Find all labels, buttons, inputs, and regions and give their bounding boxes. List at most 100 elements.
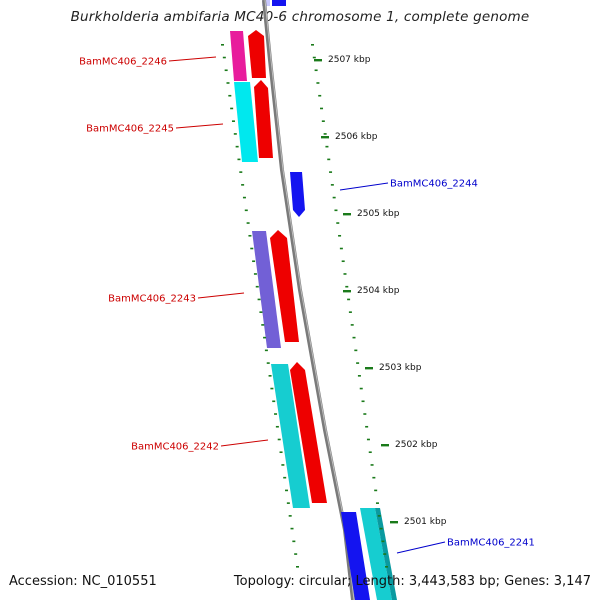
left-guide-dot <box>266 362 270 364</box>
left-guide-dot <box>272 400 276 403</box>
gene-2245-cyan <box>234 82 258 162</box>
right-guide-dot <box>311 44 314 46</box>
right-guide-dot <box>327 158 331 161</box>
right-guide-dot <box>365 425 369 428</box>
left-guide-dot <box>263 336 267 339</box>
gene-2242-cyan <box>271 364 310 508</box>
tick-label: 2502 kbp <box>395 440 438 450</box>
left-guide-dot <box>252 260 256 263</box>
gene-2244-blue <box>290 172 305 217</box>
left-guide-dot <box>268 375 272 377</box>
left-guide-dot <box>239 171 243 173</box>
left-guide-dot <box>241 184 245 186</box>
left-guide-dot <box>288 515 292 517</box>
right-guide-dot <box>332 196 336 199</box>
right-guide-dot <box>379 527 383 530</box>
left-guide-dot <box>285 489 289 492</box>
right-guide-dot <box>334 209 338 212</box>
right-guide-dot <box>345 285 349 288</box>
right-guide-dot <box>347 298 351 301</box>
tick-mark <box>343 290 351 293</box>
guide-dots <box>221 44 388 568</box>
left-guide-dot <box>242 196 246 199</box>
left-guide-dot <box>281 464 285 466</box>
right-guide-dot <box>325 145 329 148</box>
right-guide-dot <box>374 489 378 492</box>
right-guide-dot <box>377 515 381 517</box>
genome-summary-text: Topology: circular; Length: 3,443,583 bp… <box>233 574 591 589</box>
right-guide-dot <box>381 540 385 543</box>
right-guide-dot <box>343 273 347 275</box>
gene-2241-blue <box>341 512 370 600</box>
right-guide-dot <box>312 56 316 59</box>
gene-leader-line <box>220 439 269 447</box>
right-guide-dot <box>352 336 356 339</box>
right-guide-dot <box>363 413 367 415</box>
feature-blue-top <box>272 0 286 6</box>
gene-leader-line <box>175 123 224 129</box>
gene-label: BamMC406_2242 <box>131 442 219 453</box>
gene-label: BamMC406_2245 <box>86 124 174 135</box>
left-guide-dot <box>235 145 239 148</box>
left-guide-dot <box>221 44 224 46</box>
tick-label: 2503 kbp <box>379 363 422 373</box>
right-guide-dot <box>359 387 363 390</box>
gene-leader-line <box>396 541 446 554</box>
left-guide-dot <box>283 476 287 479</box>
tick-label: 2505 kbp <box>357 209 400 219</box>
tick-mark <box>381 444 389 447</box>
left-guide-dot <box>296 566 299 568</box>
tick-label: 2507 kbp <box>328 55 371 65</box>
gene-leader-line <box>339 182 389 191</box>
right-guide-dot <box>336 222 340 224</box>
tick-mark <box>365 367 373 370</box>
left-guide-dot <box>259 311 263 313</box>
left-guide-dot <box>277 438 281 441</box>
tick-label: 2506 kbp <box>335 132 378 142</box>
gene-2241-cyan <box>360 508 392 600</box>
gene-2246-red <box>248 30 266 78</box>
tick-label: 2504 kbp <box>357 286 400 296</box>
accession-text: Accession: NC_010551 <box>9 574 157 589</box>
gene-2243-red <box>270 230 299 342</box>
right-guide-dot <box>385 566 388 568</box>
right-guide-dot <box>339 247 343 250</box>
left-guide-dot <box>294 553 298 555</box>
left-guide-dot <box>292 540 296 543</box>
right-guide-dot <box>318 94 322 97</box>
track-band <box>222 30 402 600</box>
gene-2245-red <box>254 80 273 158</box>
right-guide-dot <box>338 234 342 237</box>
left-guide-dot <box>237 158 241 161</box>
tick-mark <box>321 136 329 139</box>
right-guide-dot <box>356 362 360 364</box>
right-guide-dot <box>383 553 387 555</box>
right-guide-dot <box>330 184 334 186</box>
left-guide-dot <box>233 133 237 135</box>
map-title: Burkholderia ambifaria MC40-6 chromosome… <box>70 9 530 25</box>
left-guide-dot <box>250 247 254 250</box>
right-guide-dot <box>357 375 361 377</box>
right-guide-dot <box>366 438 370 441</box>
gene-leader-line <box>197 292 245 299</box>
left-guide-dot <box>261 324 265 326</box>
left-guide-dot <box>226 82 230 84</box>
left-guide-dot <box>228 94 232 97</box>
gene-2242-red <box>290 362 327 503</box>
gene-label: BamMC406_2246 <box>79 57 167 68</box>
right-guide-dot <box>323 133 327 135</box>
right-guide-dot <box>368 451 372 454</box>
gene-label: BamMC406_2243 <box>108 294 196 305</box>
gene-leader-line <box>168 56 217 62</box>
left-guide-dot <box>230 107 234 110</box>
left-guide-dot <box>257 298 261 301</box>
gene-label: BamMC406_2241 <box>447 538 535 549</box>
left-guide-dot <box>255 285 259 288</box>
left-guide-dot <box>248 234 252 237</box>
left-guide-dot <box>279 451 283 454</box>
left-guide-dot <box>264 349 268 352</box>
left-guide-dot <box>222 56 226 59</box>
gene-labels: BamMC406_2246 BamMC406_2245 BamMC406_2244 B… <box>79 57 535 554</box>
right-guide-dot <box>321 120 325 122</box>
